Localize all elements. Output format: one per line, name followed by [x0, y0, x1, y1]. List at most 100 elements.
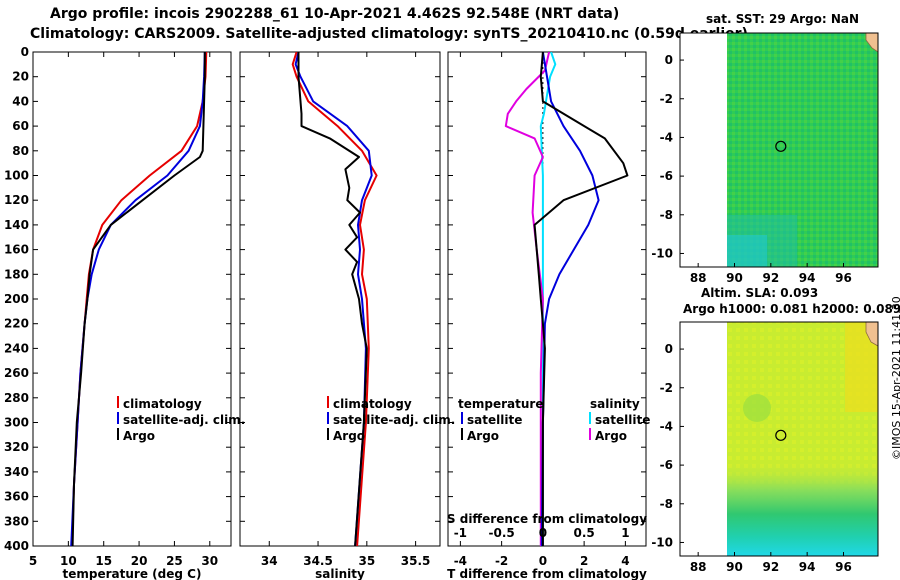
- x-tick-label: 5: [29, 554, 37, 568]
- series-line-satellite-adj-clim-: [70, 52, 206, 546]
- x-axis-label: T difference from climatology: [447, 567, 647, 580]
- map-y-tick-label: -2: [660, 381, 673, 395]
- x-tick-label: 4: [621, 554, 629, 568]
- legend-label: satellite: [467, 413, 522, 427]
- series-line-temperature-satellite: [540, 52, 600, 546]
- y-tick-label: 140: [4, 218, 29, 232]
- sla-map-title-2: Argo h1000: 0.081 h2000: 0.089: [683, 302, 900, 316]
- map-y-tick-label: -8: [660, 208, 673, 222]
- map-x-tick-label: 88: [690, 271, 707, 285]
- map-y-tick-label: 0: [665, 53, 673, 67]
- x-tick-label: 15: [95, 554, 112, 568]
- series-line-argo: [71, 52, 206, 546]
- x-tick-label: 2: [580, 554, 588, 568]
- argo-position-marker: [775, 140, 787, 152]
- x-axis-label: salinity: [315, 567, 365, 580]
- map-x-tick-label: 90: [726, 560, 743, 574]
- legend-label: climatology: [123, 397, 202, 411]
- sst-map: 88 90 92 94 96 0 -2 -4 -6 -8 -10: [651, 32, 879, 285]
- map-y-tick-label: -8: [660, 497, 673, 511]
- x-tick-label: 25: [166, 554, 183, 568]
- y-tick-label: 360: [4, 490, 29, 504]
- y-tick-label: 220: [4, 317, 29, 331]
- y-tick-label: 120: [4, 193, 29, 207]
- y-tick-label: 300: [4, 416, 29, 430]
- legend-label: Argo: [595, 429, 627, 443]
- s-tick-label: 1: [621, 526, 629, 540]
- map-x-tick-label: 92: [762, 271, 779, 285]
- y-tick-label: 40: [12, 94, 29, 108]
- map-x-tick-label: 92: [762, 560, 779, 574]
- y-tick-label: 340: [4, 465, 29, 479]
- s-tick-label: -1: [454, 526, 467, 540]
- legend-label: satellite-adj. clim.: [123, 413, 245, 427]
- map-x-tick-label: 90: [726, 271, 743, 285]
- y-tick-label: 60: [12, 119, 29, 133]
- series-line-temperature-argo: [504, 52, 551, 546]
- map-x-tick-label: 88: [690, 560, 707, 574]
- legend-label: Argo: [467, 429, 499, 443]
- x-tick-label: 20: [131, 554, 148, 568]
- argo-position-marker: [775, 429, 787, 441]
- x-axis-label: temperature (deg C): [63, 567, 202, 580]
- legend-label: satellite-adj. clim.: [333, 413, 455, 427]
- x-tick-label: 30: [201, 554, 218, 568]
- x-tick-label: 35.5: [401, 554, 431, 568]
- map-y-tick-label: -6: [660, 169, 673, 183]
- sst-map-frame: [679, 32, 879, 268]
- x-tick-label: -2: [495, 554, 508, 568]
- legend-label: Argo: [123, 429, 155, 443]
- map-y-tick-label: -4: [660, 419, 673, 433]
- map-x-tick-label: 94: [799, 560, 816, 574]
- x-tick-label: 0: [539, 554, 547, 568]
- y-tick-label: 260: [4, 366, 29, 380]
- series-line-salinity-argo: [533, 52, 629, 546]
- y-tick-label: 160: [4, 243, 29, 257]
- y-tick-label: 400: [4, 539, 29, 553]
- y-tick-label: 180: [4, 267, 29, 281]
- sla-map-frame: [679, 321, 879, 557]
- y-tick-label: 240: [4, 341, 29, 355]
- temperature-panel-frame: [32, 51, 232, 547]
- difference-panel-frame: [447, 51, 647, 547]
- y-tick-label: 20: [12, 70, 29, 84]
- legend-label: salinity: [590, 397, 640, 411]
- series-line-climatology: [70, 52, 208, 546]
- legend-label: Argo: [333, 429, 365, 443]
- map-x-tick-label: 96: [835, 271, 852, 285]
- sla-map-title-1: Altim. SLA: 0.093: [701, 286, 819, 300]
- series-line-argo: [297, 52, 368, 546]
- map-x-tick-label: 94: [799, 271, 816, 285]
- legend-label: temperature: [458, 397, 543, 411]
- y-tick-label: 380: [4, 514, 29, 528]
- y-tick-label: 320: [4, 440, 29, 454]
- x-tick-label: 34.5: [303, 554, 333, 568]
- title-line-2: Climatology: CARS2009. Satellite-adjuste…: [30, 26, 748, 42]
- legend-label: satellite: [595, 413, 650, 427]
- s-tick-label: 0.5: [573, 526, 594, 540]
- x-tick-label: -4: [454, 554, 467, 568]
- y-tick-label: 100: [4, 169, 29, 183]
- y-tick-label: 280: [4, 391, 29, 405]
- x-tick-label: 10: [60, 554, 77, 568]
- legend-label: climatology: [333, 397, 412, 411]
- sst-cool-patch-2: [727, 235, 767, 267]
- y-tick-label: 0: [21, 45, 29, 59]
- map-y-tick-label: 0: [665, 342, 673, 356]
- y-tick-label: 200: [4, 292, 29, 306]
- sla-map: 88 90 92 94 96 0 -2 -4 -6 -8 -10: [651, 321, 879, 574]
- x-tick-label: 34: [261, 554, 278, 568]
- y-tick-label: 80: [12, 144, 29, 158]
- map-y-tick-label: -10: [651, 246, 673, 260]
- map-y-tick-label: -10: [651, 535, 673, 549]
- title-line-1: Argo profile: incois 2902288_61 10-Apr-2…: [50, 6, 620, 22]
- series-line-climatology: [291, 52, 378, 546]
- map-y-tick-label: -4: [660, 130, 673, 144]
- s-tick-label: -0.5: [489, 526, 515, 540]
- s-tick-label: 0: [539, 526, 547, 540]
- sst-map-title: sat. SST: 29 Argo: NaN: [706, 12, 860, 26]
- s-axis-label: S difference from climatology: [447, 512, 647, 526]
- x-tick-label: 35: [358, 554, 375, 568]
- map-x-tick-label: 96: [835, 560, 852, 574]
